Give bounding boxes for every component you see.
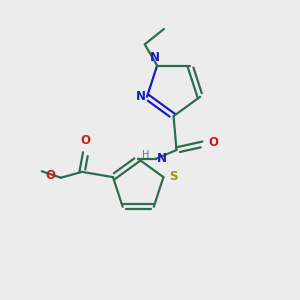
Text: N: N [157, 152, 166, 165]
Text: N: N [136, 90, 146, 103]
Text: N: N [150, 51, 160, 64]
Text: O: O [208, 136, 218, 149]
Text: O: O [80, 134, 90, 147]
Text: H: H [142, 150, 149, 160]
Text: O: O [45, 169, 55, 182]
Text: S: S [169, 170, 178, 183]
